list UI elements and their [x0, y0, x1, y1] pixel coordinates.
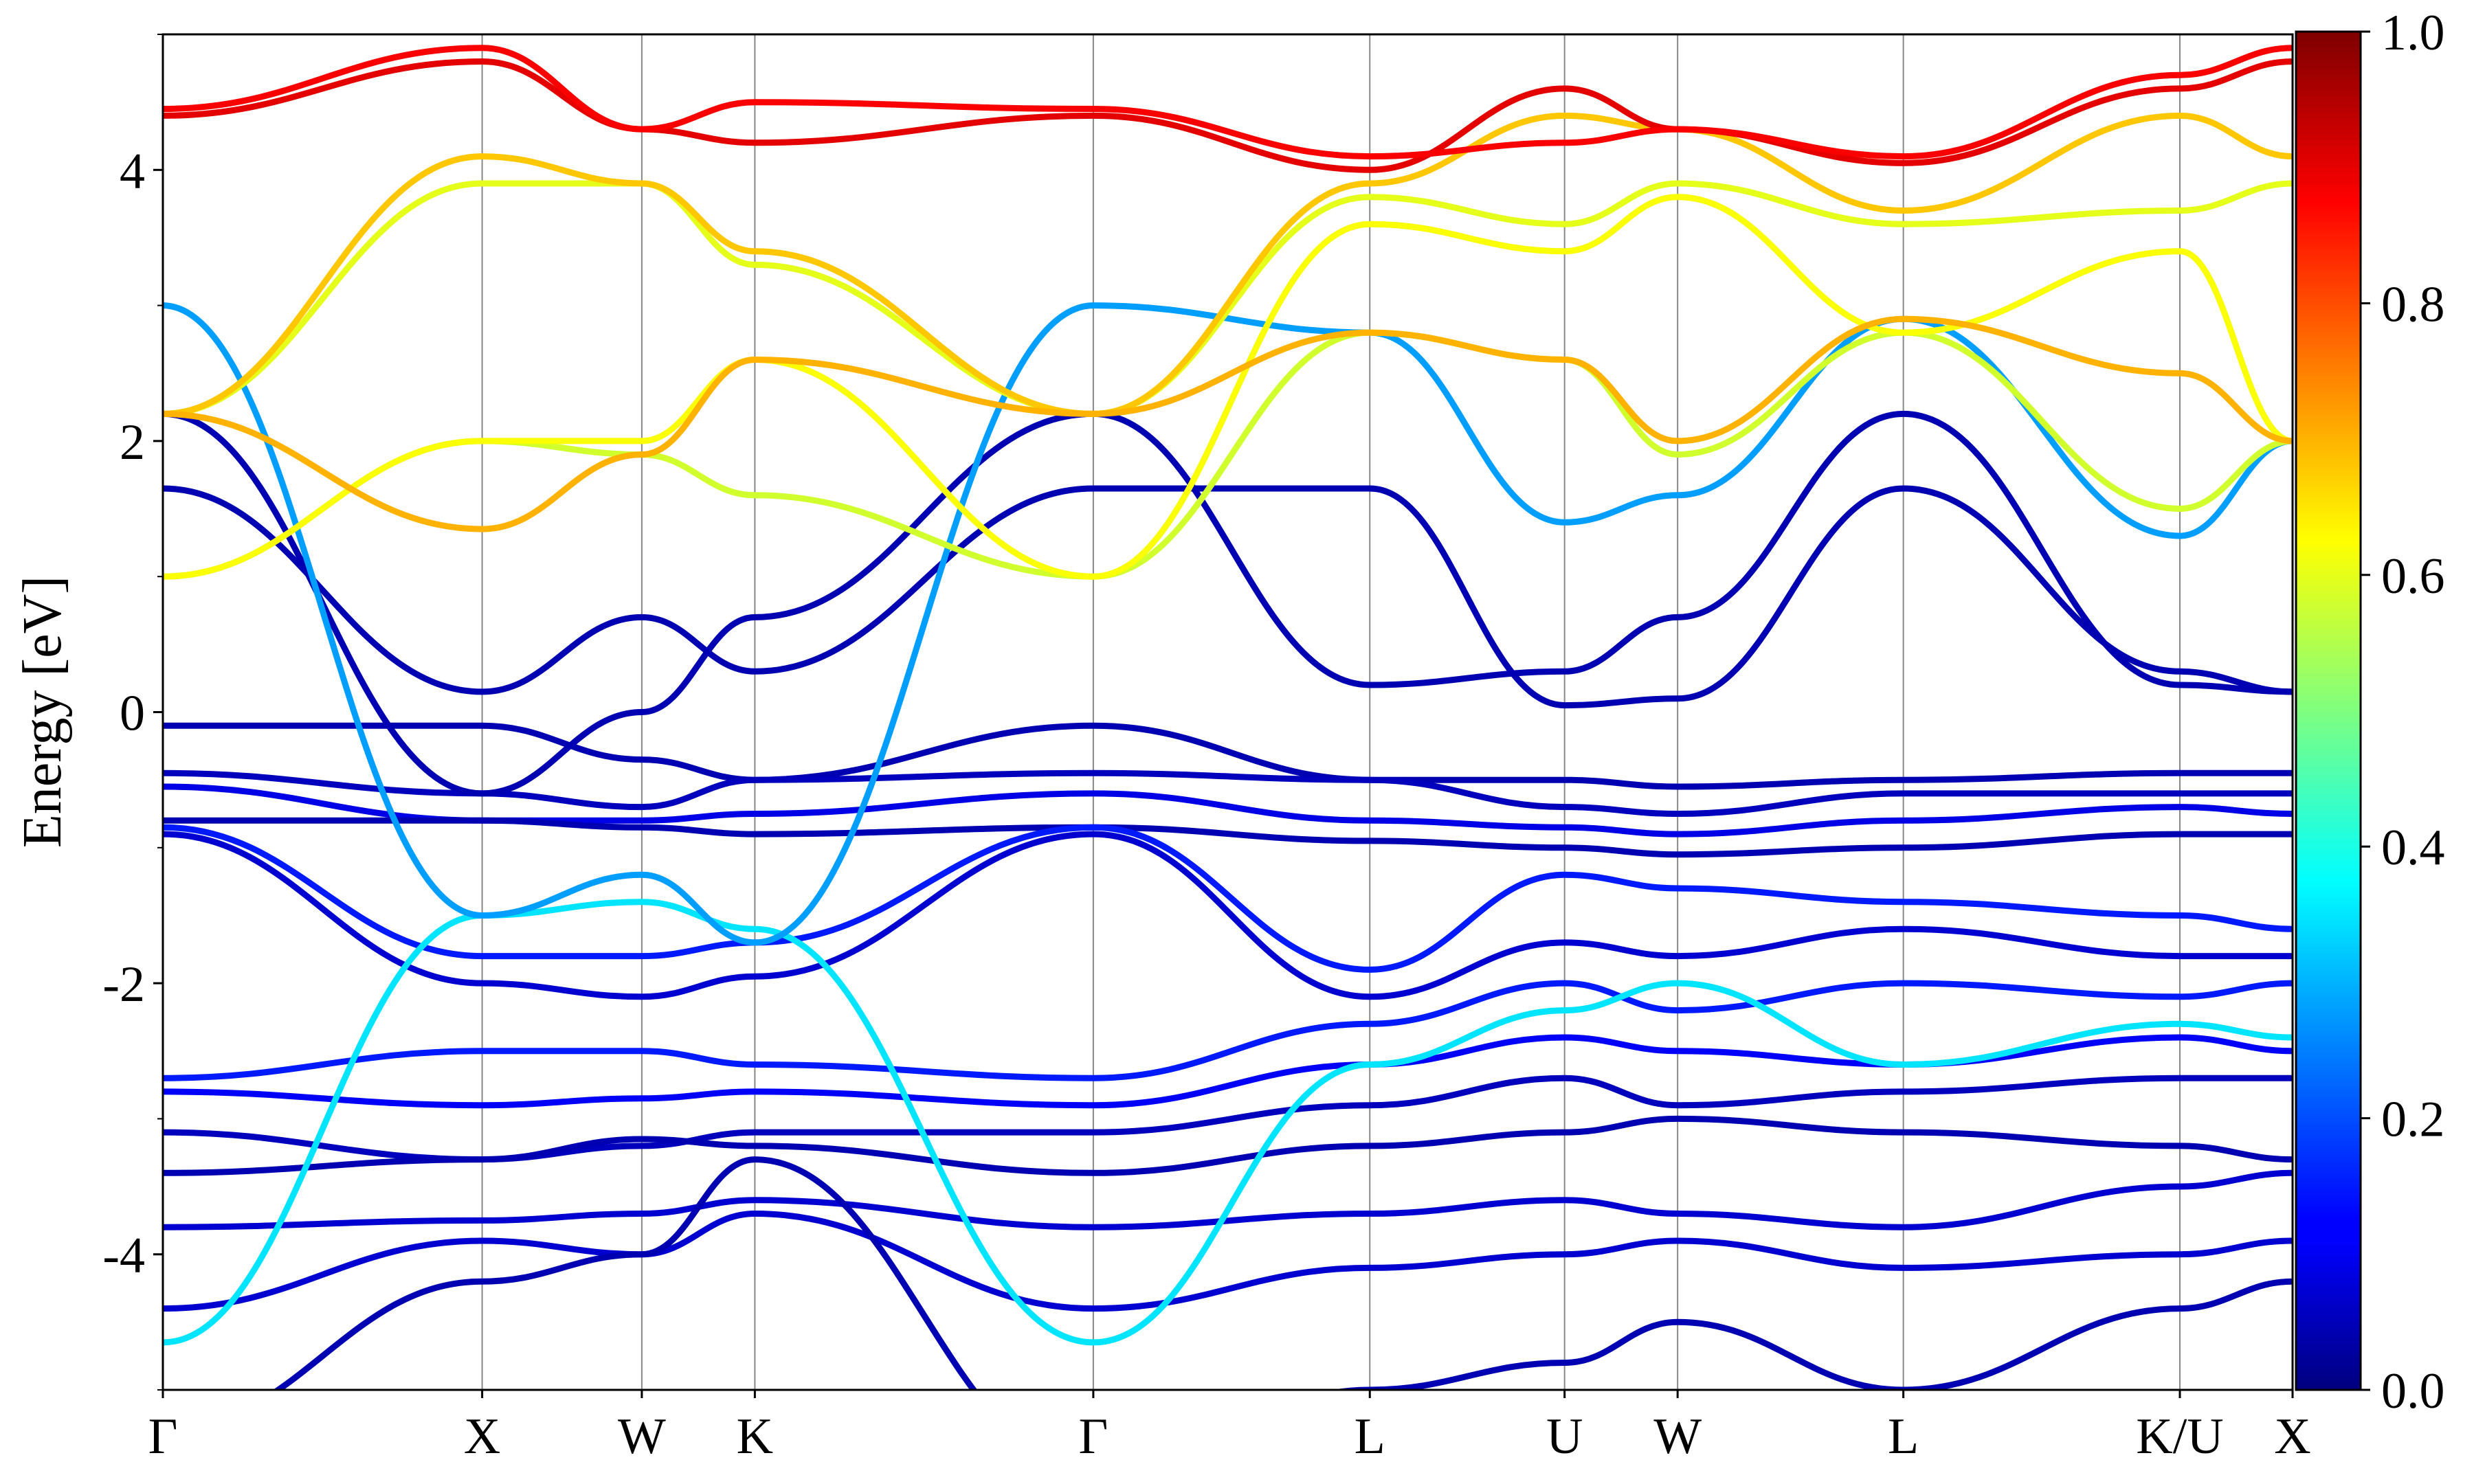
x-tick-label: Γ	[148, 1408, 178, 1465]
band-5	[163, 831, 2293, 1000]
y-tick-label: 0	[120, 686, 145, 742]
band-17	[163, 329, 2293, 580]
colorbar-tick-label: 1.0	[2381, 5, 2445, 61]
x-tick-label: L	[1355, 1408, 1385, 1465]
band-14	[163, 485, 2293, 709]
x-tick-label: U	[1546, 1408, 1583, 1465]
band-19	[163, 180, 2293, 417]
colorbar-ticks: 0.0 0.2 0.4 0.6 0.8 1.0	[2361, 5, 2445, 1419]
band-13	[272, 1156, 2293, 1390]
x-tick-label: K	[737, 1408, 773, 1465]
band-8	[163, 1075, 2293, 1163]
y-tick-label: -4	[102, 1228, 145, 1284]
band-18	[163, 194, 2293, 580]
y-tick-label: 2	[120, 414, 145, 471]
band-12	[163, 899, 2293, 1346]
band-21	[163, 58, 2293, 173]
colorbar-gradient	[2295, 30, 2362, 1391]
x-tick-label: W	[618, 1408, 666, 1465]
band-20	[163, 112, 2293, 417]
colorbar: 0.0 0.2 0.4 0.6 0.8 1.0	[2295, 5, 2445, 1419]
x-tick-label: L	[1888, 1408, 1919, 1465]
colorbar-tick-label: 0.2	[2381, 1092, 2445, 1148]
x-tick-label: X	[464, 1408, 500, 1465]
colorbar-tick-label: 0.4	[2381, 820, 2445, 876]
band-1	[163, 769, 2293, 817]
y-axis-ticks: -4 -2 0 2 4	[102, 34, 163, 1391]
band-2	[163, 783, 2293, 837]
x-tick-label: W	[1653, 1408, 1702, 1465]
band-15	[163, 410, 2293, 797]
band-22	[163, 45, 2293, 160]
y-axis-label: Energy [eV]	[12, 576, 73, 848]
x-axis-ticks: Γ X W K Γ L U W L K/U X	[148, 1390, 2311, 1465]
high-symmetry-lines	[481, 34, 2181, 1390]
band-9	[163, 1115, 2293, 1176]
band-0	[163, 722, 2293, 790]
y-tick-label: -2	[102, 956, 145, 1013]
x-tick-label: K/U	[2136, 1408, 2223, 1465]
band-6	[163, 980, 2293, 1081]
colorbar-tick-label: 0.8	[2381, 276, 2445, 333]
x-tick-label: Γ	[1079, 1408, 1108, 1465]
band-23	[163, 315, 2293, 532]
colorbar-tick-label: 0.0	[2381, 1363, 2445, 1419]
x-tick-label: X	[2274, 1408, 2310, 1465]
y-tick-label: 4	[120, 143, 145, 199]
band-3	[163, 817, 2293, 858]
band-4	[163, 824, 2293, 973]
band-10	[163, 1169, 2293, 1230]
band-11	[163, 1211, 2293, 1312]
band-16	[163, 302, 2293, 946]
band-lines	[163, 45, 2293, 1390]
colorbar-tick-label: 0.6	[2381, 548, 2445, 605]
